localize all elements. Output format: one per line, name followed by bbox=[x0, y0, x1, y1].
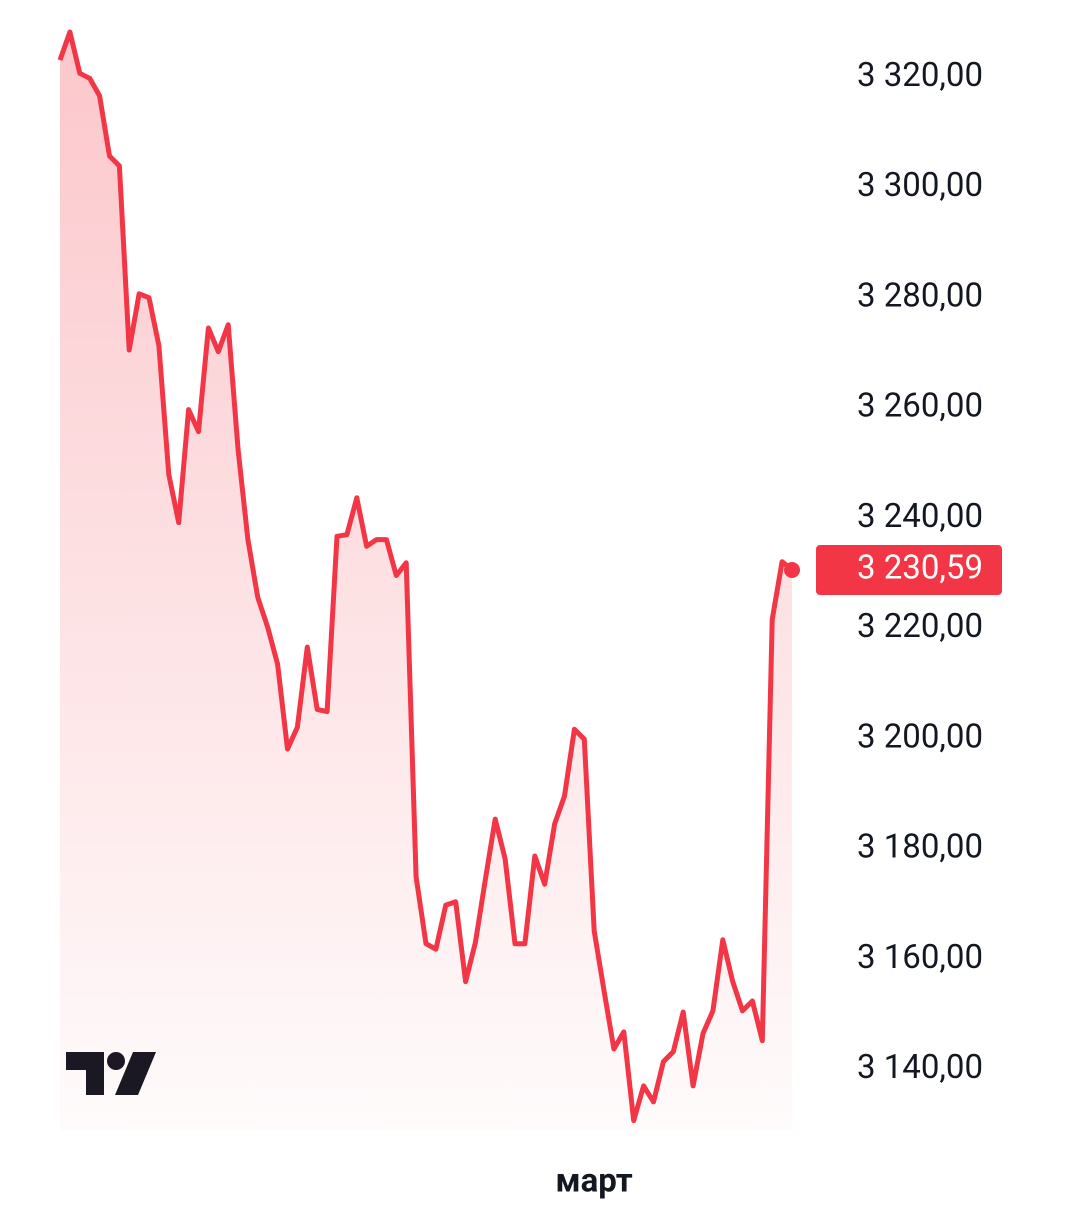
y-tick-label: 3 280,00 bbox=[857, 276, 983, 315]
y-tick-label: 3 260,00 bbox=[857, 387, 983, 426]
y-tick-label: 3 240,00 bbox=[857, 497, 983, 536]
line bbox=[57, 29, 794, 1124]
y-tick-label: 3 300,00 bbox=[857, 166, 983, 205]
price-label: 3 230,59 bbox=[857, 549, 983, 588]
last-point bbox=[784, 562, 800, 579]
area bbox=[60, 32, 792, 1130]
y-tick-label: 3 200,00 bbox=[857, 717, 983, 756]
x-tick-label: март bbox=[556, 1162, 633, 1201]
price-tag bbox=[816, 545, 1002, 596]
y-tick-label: 3 140,00 bbox=[857, 1048, 983, 1087]
y-tick-label: 3 320,00 bbox=[857, 56, 983, 95]
y-tick-label: 3 180,00 bbox=[857, 828, 983, 867]
y-tick-label: 3 160,00 bbox=[857, 938, 983, 977]
y-tick-label: 3 220,00 bbox=[857, 607, 983, 646]
